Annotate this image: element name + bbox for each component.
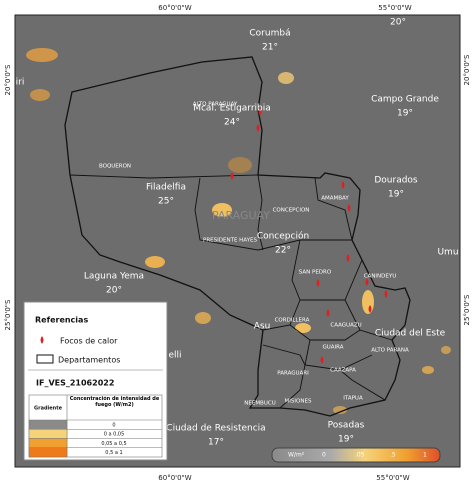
colorbar-label: 0 — [322, 452, 326, 459]
department-label: NEEMBUCU — [244, 401, 275, 407]
department-label: CORDILLERA — [275, 318, 310, 324]
table-cell: 0,5 a 1 — [105, 450, 122, 456]
city-labels: Corumbá 21° 20° Mcal. Estigarribia 24° Campo … — [84, 18, 439, 448]
gradient-swatch — [28, 438, 68, 448]
city-name: Filadelfia — [146, 183, 186, 193]
department-label: BOQUERON — [99, 164, 131, 170]
department-labels: ALTO PARAGUAY BOQUERON PRESIDENTE HAYES CON… — [99, 102, 409, 407]
department-label: ALTO PARAGUAY — [193, 102, 238, 108]
partial-label: iri — [16, 78, 25, 88]
city-name: Dourados — [374, 176, 418, 186]
colorbar: W/m² 0 .05 .5 1 — [271, 447, 441, 463]
city-name: Campo Grande — [371, 95, 439, 105]
table-header: Concentración de intensidad de fuego (W/… — [69, 396, 160, 408]
city-name: Posadas — [328, 421, 365, 431]
city-temp: 19° — [397, 109, 413, 119]
city-name: Laguna Yema — [84, 272, 144, 282]
legend-item: Departamentos — [58, 356, 120, 365]
department-label: CAAZAPA — [330, 368, 356, 374]
city-temp: 21° — [262, 43, 278, 53]
partial-label: Umu — [437, 248, 458, 258]
table-cell: 0,05 a 0,5 — [101, 441, 126, 447]
partial-label: elli — [168, 351, 181, 361]
coord-label: 55°0'0"W — [378, 4, 411, 12]
colorbar-label: 1 — [423, 452, 427, 459]
department-label: ITAPUA — [343, 396, 363, 402]
city-temp: 20° — [390, 18, 406, 28]
partial-label: Asu — [254, 322, 271, 332]
city-temp: 19° — [338, 435, 354, 445]
coord-label: 20°0'0"S — [4, 64, 12, 95]
partial-label: Ciudad del Este — [375, 329, 446, 339]
city-name: Corumbá — [249, 29, 290, 39]
city-temp: 22° — [275, 246, 291, 256]
colorbar-label: .5 — [390, 452, 396, 459]
city-temp: 24° — [224, 118, 240, 128]
department-borders — [69, 174, 393, 409]
city-name: Mcal. Estigarribia — [193, 104, 271, 114]
legend-title: Referencias — [35, 316, 88, 325]
coord-label: 20°0'0"S — [463, 54, 471, 85]
colorbar-label: .05 — [355, 452, 365, 459]
department-label: SAN PEDRO — [299, 270, 332, 276]
department-label: MISIONES — [285, 399, 312, 405]
gradient-swatch — [28, 447, 68, 458]
coord-label: 25°0'0"S — [4, 299, 12, 330]
legend-item: Focos de calor — [60, 337, 118, 346]
gradient-swatch — [28, 419, 68, 430]
department-label: CONCEPCION — [273, 208, 310, 214]
city-name: Concepción — [257, 231, 309, 242]
department-label: PARAGUARI — [277, 371, 309, 377]
table-cell: 0 — [112, 422, 115, 428]
coord-label: 60°0'0"W — [158, 4, 191, 12]
table-cell: 0 a 0,05 — [104, 432, 125, 438]
department-label: PRESIDENTE HAYES — [203, 238, 257, 244]
department-label: ALTO PARANA — [371, 348, 409, 354]
department-label: CAAGUAZU — [330, 323, 361, 329]
city-temp: 25° — [158, 197, 174, 207]
fire-points — [230, 108, 388, 364]
coord-label: 55°0'0"W — [376, 474, 409, 482]
legend: Referencias Focos de calor Departamentos… — [23, 301, 168, 461]
city-temp: 20° — [106, 286, 122, 296]
department-label: GUAIRA — [322, 345, 343, 351]
country-label: PARAGUAY — [212, 209, 270, 222]
coord-label: 60°0'0"W — [158, 474, 191, 482]
city-temp: 19° — [388, 190, 404, 200]
layer-name: IF_VES_21062022 — [36, 379, 114, 388]
coord-label: 25°0'0"S — [463, 294, 471, 325]
city-name: Ciudad de Resistencia — [166, 424, 265, 434]
gradient-swatch — [28, 429, 68, 439]
department-label: AMAMBAY — [321, 196, 349, 202]
department-label: CANINDEYU — [364, 274, 397, 280]
colorbar-unit: W/m² — [288, 452, 305, 459]
table-header: Gradiente — [34, 406, 63, 412]
city-temp: 17° — [208, 438, 224, 448]
